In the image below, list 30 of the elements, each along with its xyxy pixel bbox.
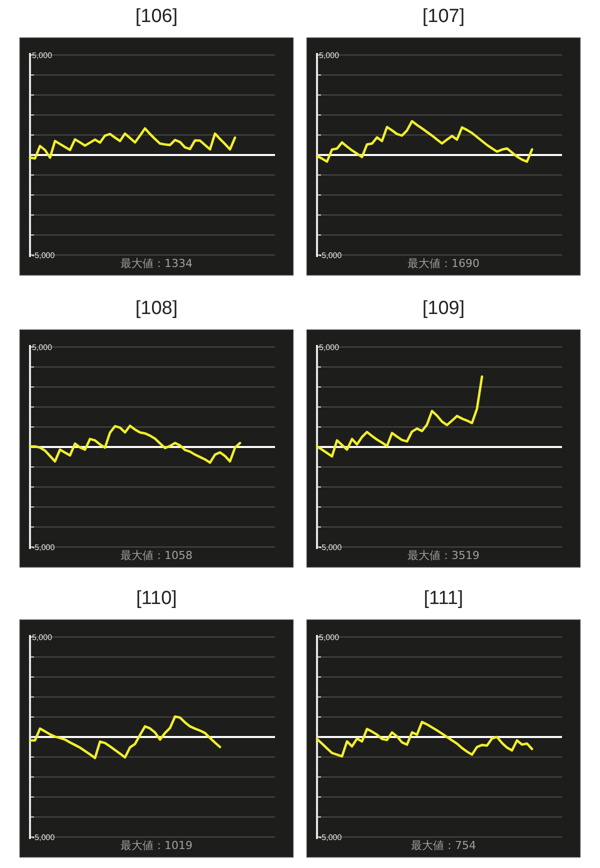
line-series xyxy=(316,720,534,758)
y-tick-label: 5,000 xyxy=(32,632,53,642)
chart-title: [109] xyxy=(422,298,465,319)
line-series xyxy=(28,424,242,464)
chart-title: [108] xyxy=(135,298,178,319)
line-series xyxy=(28,715,222,760)
text: 最大値：1690 xyxy=(408,257,480,270)
y-tick-label: -5,000 xyxy=(319,832,342,842)
text: 最大値：3519 xyxy=(408,549,480,562)
y-tick-label: -5,000 xyxy=(32,542,56,552)
y-tick-label: -5,000 xyxy=(32,250,56,260)
y-tick-label: 5,000 xyxy=(32,342,53,352)
chart-title: [110] xyxy=(136,588,177,609)
y-tick-label: 5,000 xyxy=(319,632,340,642)
line-series xyxy=(316,375,484,458)
y-tick-label: -5,000 xyxy=(32,832,56,842)
y-tick-label: 5,000 xyxy=(319,342,340,352)
text: 最大値：1334 xyxy=(120,257,192,270)
text: 最大値：1019 xyxy=(120,839,192,852)
line-series xyxy=(28,127,236,160)
chart-title: [107] xyxy=(422,6,465,27)
line-series xyxy=(316,120,534,163)
y-tick-label: 5,000 xyxy=(319,50,340,60)
y-tick-label: -5,000 xyxy=(319,542,342,552)
chart-title: [106] xyxy=(135,6,178,27)
text: 最大値：1058 xyxy=(120,549,192,562)
y-tick-label: 5,000 xyxy=(32,50,53,60)
y-tick-label: -5,000 xyxy=(319,250,342,260)
text: 最大値：754 xyxy=(411,839,476,852)
chart-title: [111] xyxy=(424,588,464,609)
